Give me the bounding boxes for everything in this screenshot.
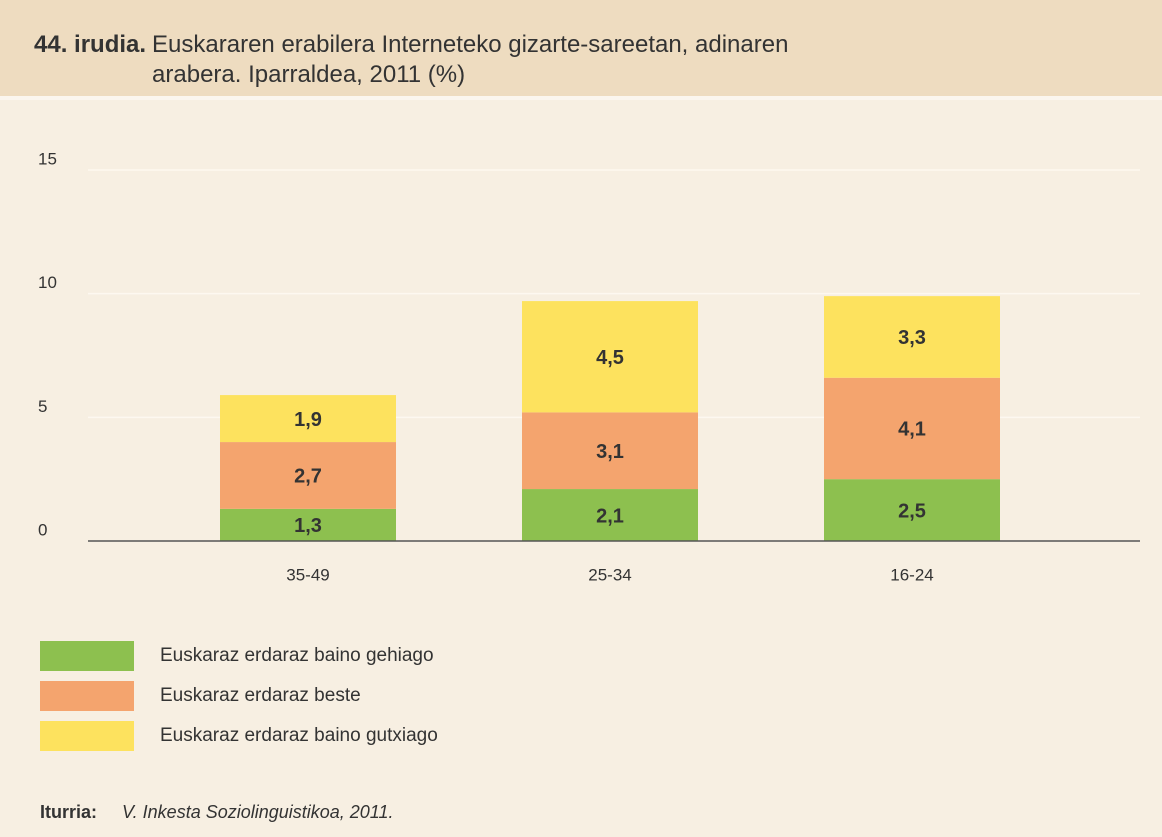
- legend-swatch: [40, 721, 134, 751]
- value-label: 1,9: [294, 409, 322, 431]
- title-label: 44. irudia.: [34, 31, 147, 58]
- x-tick-label: 35-49: [286, 565, 329, 584]
- bar-segment: [220, 508, 396, 541]
- value-label: 2,7: [294, 466, 322, 488]
- legend-label: Euskaraz erdaraz baino gehiago: [160, 645, 434, 666]
- bar-segment: [522, 412, 698, 490]
- y-tick-label: 5: [38, 397, 47, 416]
- bar-segment: [824, 296, 1000, 378]
- bar-segment: [824, 479, 1000, 541]
- value-label: 3,1: [596, 441, 624, 463]
- title-row: 44. irudia. Euskararen erabilera Interne…: [34, 30, 872, 90]
- bar-segment: [522, 301, 698, 413]
- legend-swatch: [40, 641, 134, 671]
- value-label: 1,3: [294, 515, 322, 537]
- value-label: 4,1: [898, 419, 926, 441]
- bar-segment: [522, 489, 698, 541]
- source-label: Iturria:: [40, 802, 97, 822]
- y-tick-label: 15: [38, 149, 57, 168]
- y-tick-label: 0: [38, 520, 47, 539]
- x-tick-label: 16-24: [890, 565, 933, 584]
- legend-label: Euskaraz erdaraz baino gutxiago: [160, 725, 438, 746]
- value-label: 4,5: [596, 347, 624, 369]
- legend-swatch: [40, 681, 134, 711]
- y-tick-label: 10: [38, 273, 57, 292]
- value-label: 3,3: [898, 327, 926, 349]
- bar-segment: [220, 395, 396, 443]
- legend-label: Euskaraz erdaraz beste: [160, 685, 361, 706]
- chart-title: Euskararen erabilera Interneteko gizarte…: [152, 31, 789, 88]
- bar-segment: [220, 442, 396, 509]
- x-tick-label: 25-34: [588, 565, 631, 584]
- value-label: 2,1: [596, 505, 624, 527]
- header: 44. irudia. Euskararen erabilera Interne…: [0, 0, 1162, 100]
- source: V. Inkesta Soziolinguistikoa, 2011.: [122, 802, 394, 822]
- value-label: 2,5: [898, 500, 926, 522]
- bar-segment: [824, 377, 1000, 480]
